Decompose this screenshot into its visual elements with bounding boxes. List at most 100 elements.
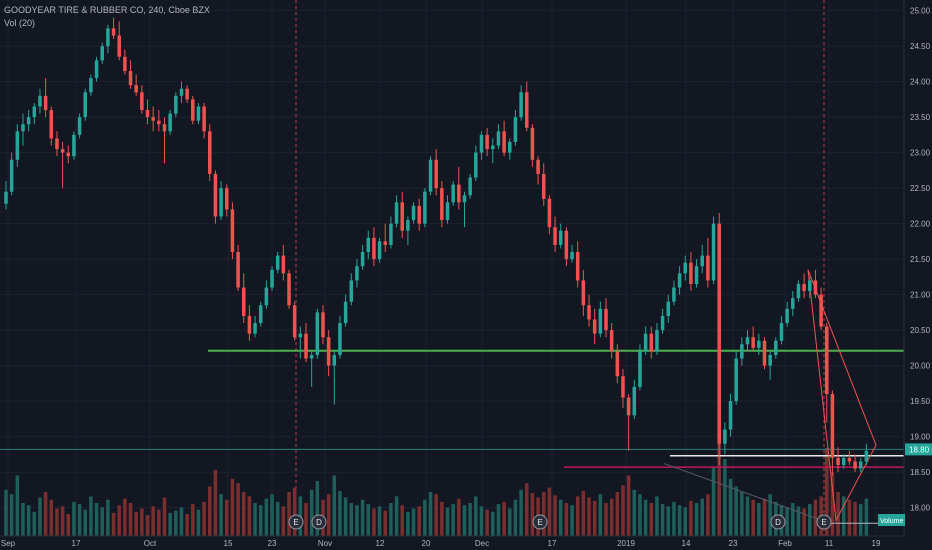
candle-body [519,92,523,118]
last-price-label: 18.80 [909,445,930,454]
dividend-marker[interactable]: D [311,514,327,530]
triangle-pattern[interactable] [807,269,877,523]
candle [575,241,580,288]
time-axis[interactable]: Sep 17 Oct 15 23 Nov 12 20 Dec 17 2019 14 23 Feb 11 19 [1,539,881,548]
volume-bar [72,501,76,536]
candle [411,202,416,224]
candle [123,49,127,75]
candle-body [774,340,778,355]
price-axis[interactable]: 25.00 24.50 24.00 23.50 23.00 22.50 22.00 21.50… [905,7,932,513]
candle-body [230,209,235,253]
volume-bar [825,448,829,536]
price-tick-label: 22.50 [910,184,931,193]
volume-bar [349,503,354,536]
trend-line[interactable] [663,463,823,521]
candle-body [400,202,404,231]
price-tick-label: 23.00 [910,149,931,158]
candle-body [609,330,614,352]
candle [621,369,625,409]
candle [428,156,433,196]
candle-body [672,287,676,302]
event-lines [295,0,825,536]
candle-body [83,92,87,118]
volume-bar [666,506,671,536]
candle [609,323,614,359]
candle-body [802,283,806,292]
volume-bar [343,497,348,536]
volume-bar [140,508,144,536]
earnings-marker[interactable]: E [816,514,832,530]
volume-bar [258,505,263,536]
time-tick-label: 15 [224,539,233,548]
candle-body [649,333,654,352]
candle [717,212,721,466]
candle [202,102,206,139]
candle [287,269,291,309]
candle [830,390,835,476]
candle-body [315,312,320,355]
candle [321,305,325,345]
candle-body [89,78,93,93]
candle [864,443,869,466]
earnings-marker[interactable]: E [532,514,548,530]
candle [389,216,393,249]
candle [592,308,597,345]
candle-body [55,138,59,150]
volume-legend[interactable]: Vol (20) [4,18,36,28]
time-tick-label: 19 [872,539,881,548]
volume-bar [457,498,461,536]
dividend-marker[interactable]: D [770,514,786,530]
candle-body [236,252,240,288]
candle-body [338,323,342,355]
candle-body [558,230,563,245]
volume-badge [878,514,905,526]
candle [836,447,840,473]
time-tick-label: Feb [778,539,792,548]
volume-bar [502,501,506,536]
volume-bar [168,512,172,536]
volume-bar [791,503,795,536]
volume-bar [315,481,320,536]
earnings-marker[interactable]: E [288,514,304,530]
time-tick-label: Oct [144,539,157,548]
volume-bar [858,504,863,536]
candle-body [825,326,829,395]
volume-bar [111,512,116,536]
candle-body [406,220,410,231]
candle-body [808,280,812,292]
volume-bar [836,492,840,536]
candle-body [423,191,427,224]
chart-title[interactable]: GOODYEAR TIRE & RUBBER CO, 240, Cboe BZX [4,5,210,15]
candle-body [575,252,580,281]
volume-bar [530,493,535,536]
candle-body [496,131,501,146]
candle-body [411,205,416,221]
candle-body [683,262,687,274]
candle [208,124,212,182]
candle [394,195,399,228]
candle [457,166,461,210]
volume-bar [292,487,297,536]
volume-bar [643,499,648,536]
volume-bar [853,501,857,536]
candle-body [247,315,252,334]
candle-body [813,280,818,295]
volume-bar [717,426,721,536]
candle [270,266,274,292]
candle [513,110,518,146]
volume-bar [728,478,733,536]
horizontal-levels[interactable] [0,349,904,468]
time-tick-label: 12 [376,539,385,548]
volume-bar [745,496,750,536]
marker-label: D [775,518,781,527]
candle-body [100,46,104,61]
candle [128,60,133,89]
volume-bar [219,494,223,536]
volume-bar [123,498,127,536]
candle [445,195,450,224]
candle [740,337,744,366]
volume-bar [762,498,767,536]
candle-body [655,330,659,352]
